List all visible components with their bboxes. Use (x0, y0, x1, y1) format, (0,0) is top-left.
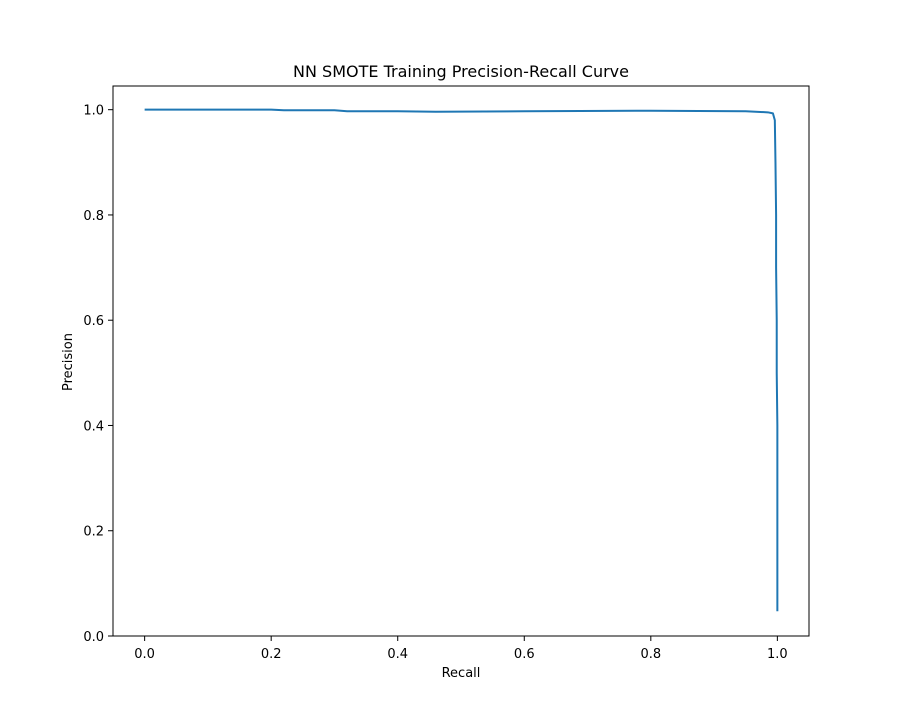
x-axis-label: Recall (442, 666, 481, 681)
x-tick-label-0: 0.0 (134, 647, 155, 662)
y-tick-label-4: 0.8 (83, 209, 104, 224)
chart-title: NN SMOTE Training Precision-Recall Curve (293, 62, 629, 81)
x-tick-label-2: 0.4 (387, 647, 408, 662)
y-tick-label-0: 0.0 (83, 630, 104, 645)
x-tick-label-3: 0.6 (514, 647, 535, 662)
y-tick-label-5: 1.0 (83, 104, 104, 119)
y-tick-label-1: 0.2 (83, 525, 104, 540)
x-tick-label-4: 0.8 (640, 647, 661, 662)
series-line-1 (144, 108, 779, 612)
x-tick-label-1: 0.2 (261, 647, 282, 662)
y-axis-label: Precision (61, 333, 76, 391)
x-tick-label-5: 1.0 (767, 647, 788, 662)
plot-area: 0.0 0.2 0.4 0.6 0.8 1.0 0.0 0.2 0.4 0.6 0.8 1.0 (83, 85, 810, 662)
y-tick-label-3: 0.6 (83, 314, 104, 329)
plot-frame (112, 85, 810, 637)
y-tick-label-2: 0.4 (83, 419, 104, 434)
